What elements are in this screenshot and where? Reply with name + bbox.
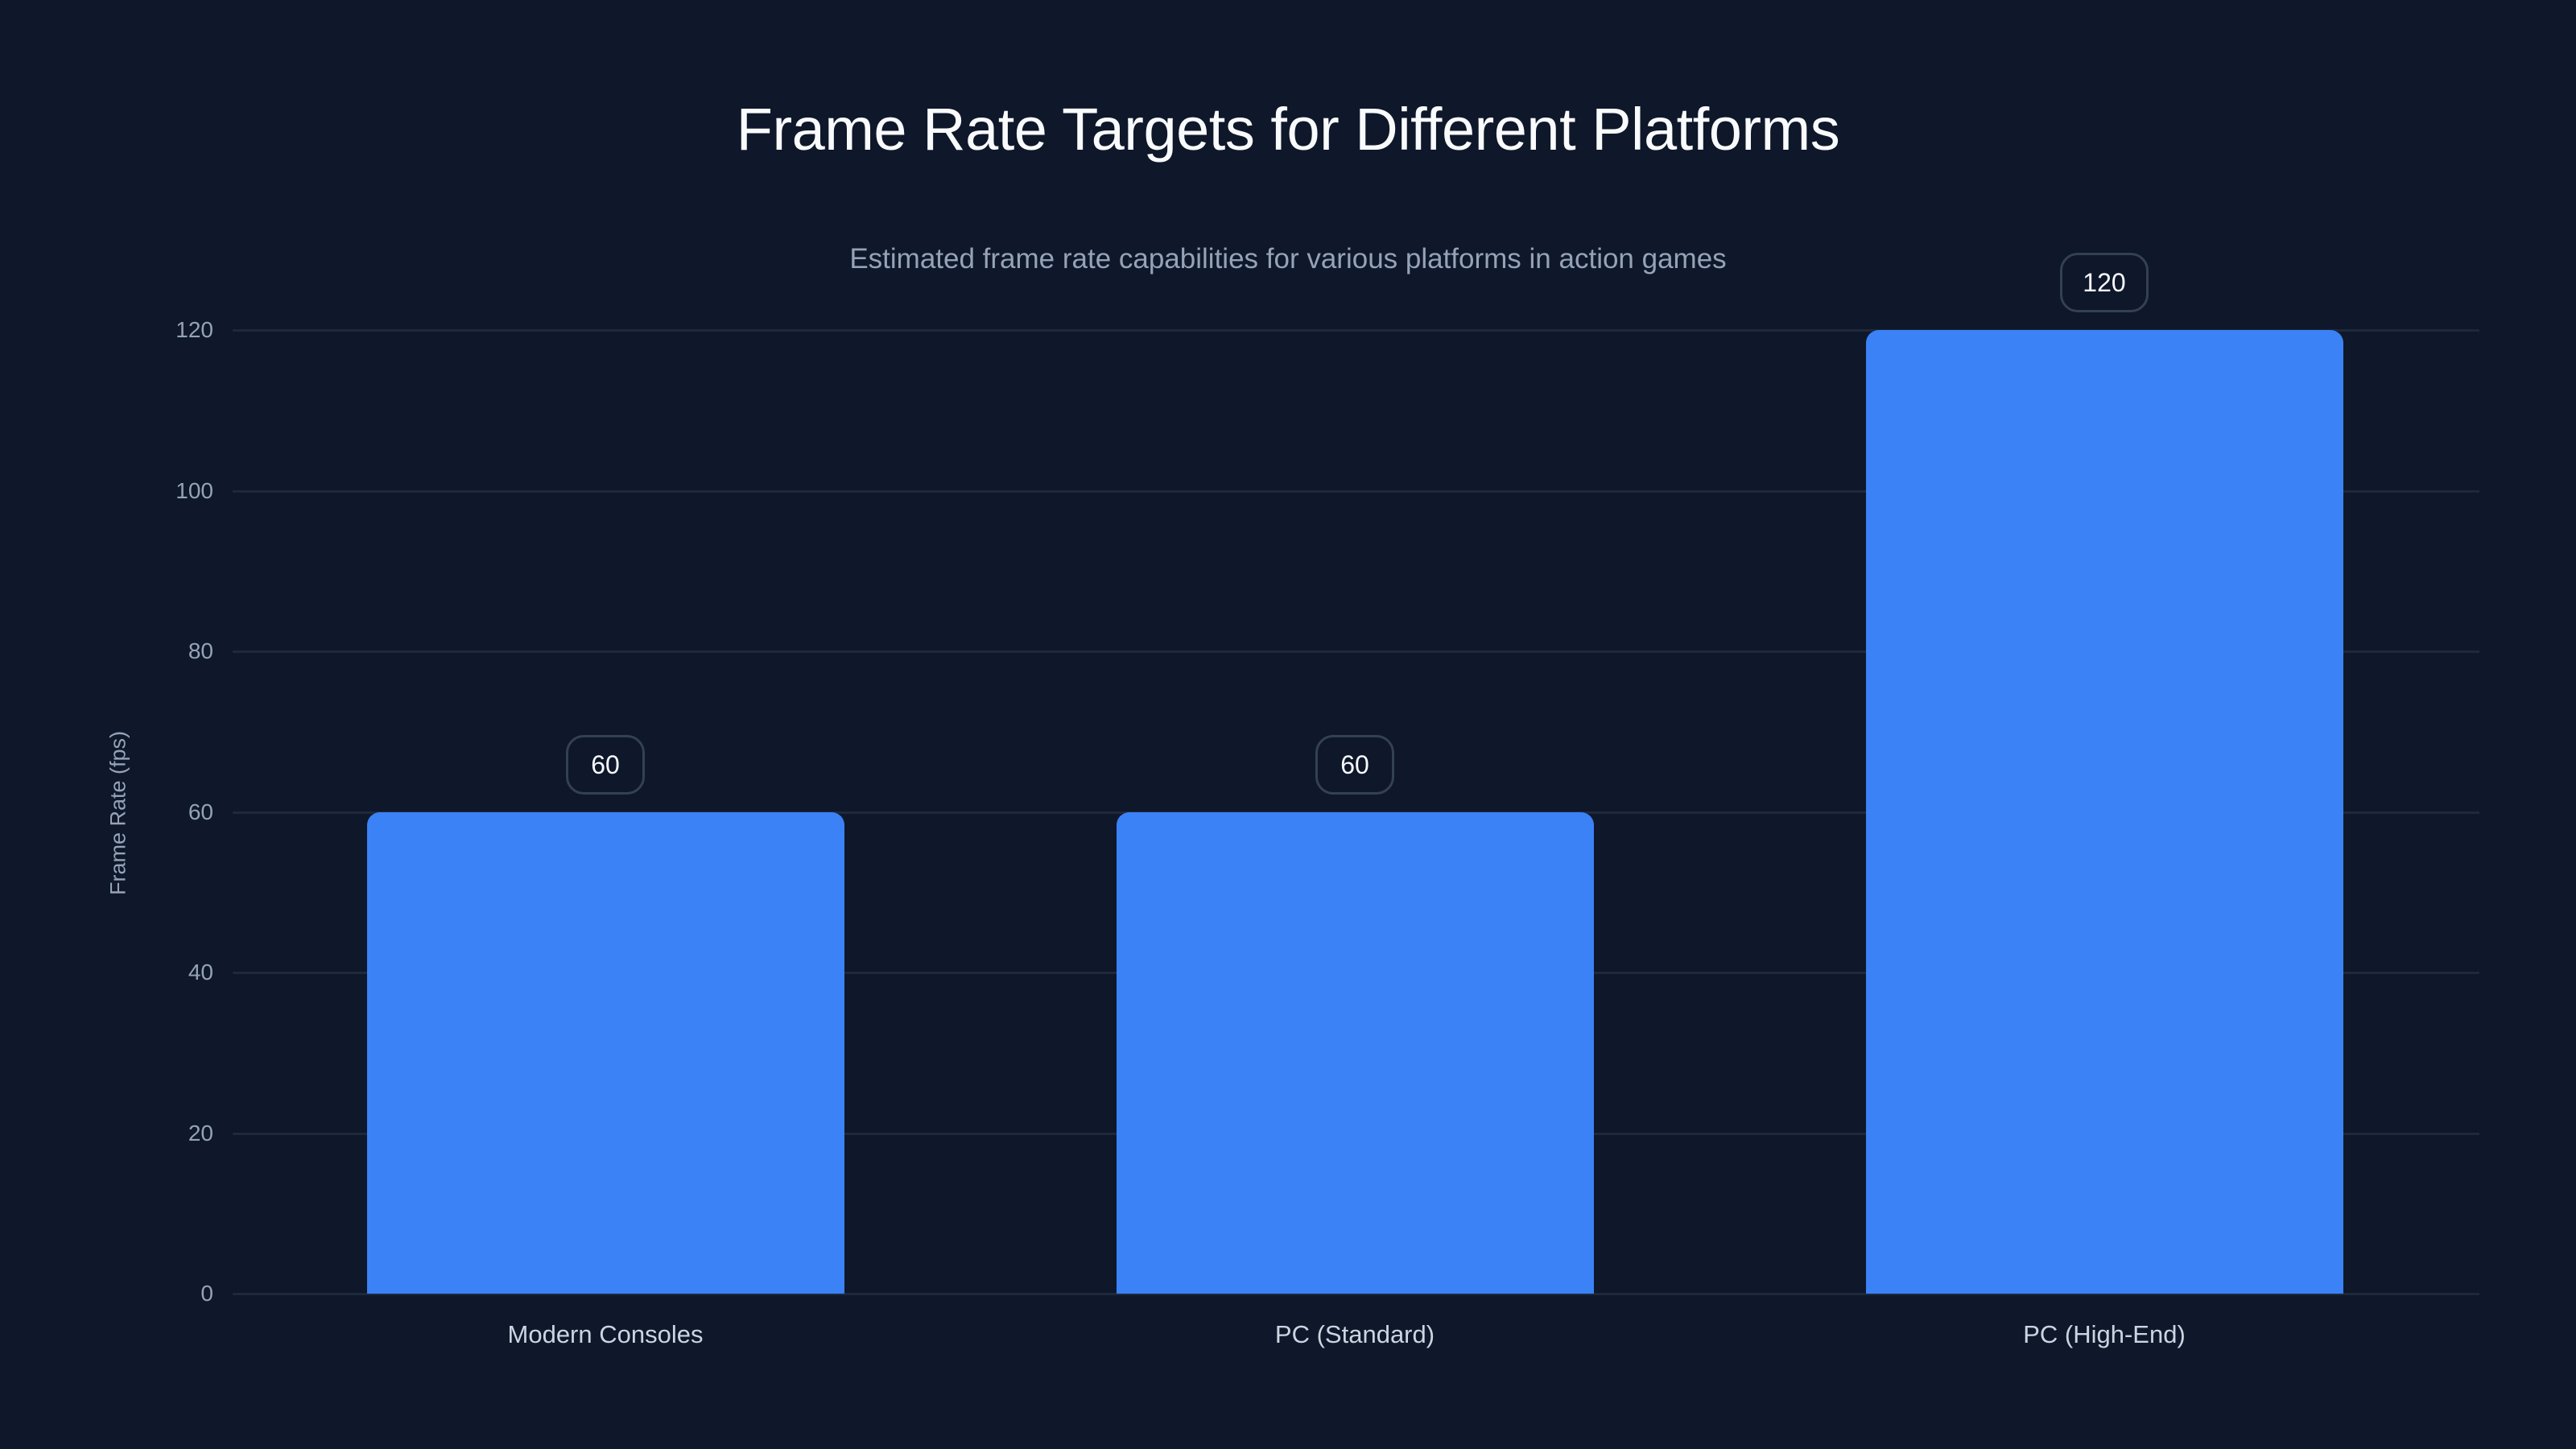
y-tick-label: 100 <box>175 477 213 503</box>
x-tick-label: PC (Standard) <box>1274 1320 1435 1348</box>
y-tick-label: 80 <box>188 638 213 663</box>
y-tick-label: 40 <box>188 960 213 985</box>
y-tick-label: 60 <box>188 799 213 824</box>
y-tick-label: 0 <box>200 1281 213 1306</box>
gridline <box>233 1293 2479 1295</box>
plot-area <box>233 329 2479 1295</box>
y-tick-label: 20 <box>188 1120 213 1146</box>
chart-subtitle: Estimated frame rate capabilities for va… <box>849 243 1727 275</box>
gridline <box>233 650 2479 653</box>
value-badge: 60 <box>566 734 645 795</box>
gridline <box>233 329 2479 332</box>
bar-modern-consoles[interactable] <box>366 811 844 1294</box>
value-badge: 60 <box>1315 734 1394 795</box>
x-tick-label: Modern Consoles <box>507 1320 704 1348</box>
bar-pc-high-end[interactable] <box>1865 330 2343 1294</box>
x-tick-label: PC (High-End) <box>2023 1320 2186 1348</box>
bar-pc-standard[interactable] <box>1116 811 1594 1294</box>
chart-title: Frame Rate Targets for Different Platfor… <box>736 96 1840 163</box>
value-badge: 120 <box>2060 253 2149 312</box>
y-tick-label: 120 <box>175 317 213 342</box>
gridline <box>233 489 2479 493</box>
